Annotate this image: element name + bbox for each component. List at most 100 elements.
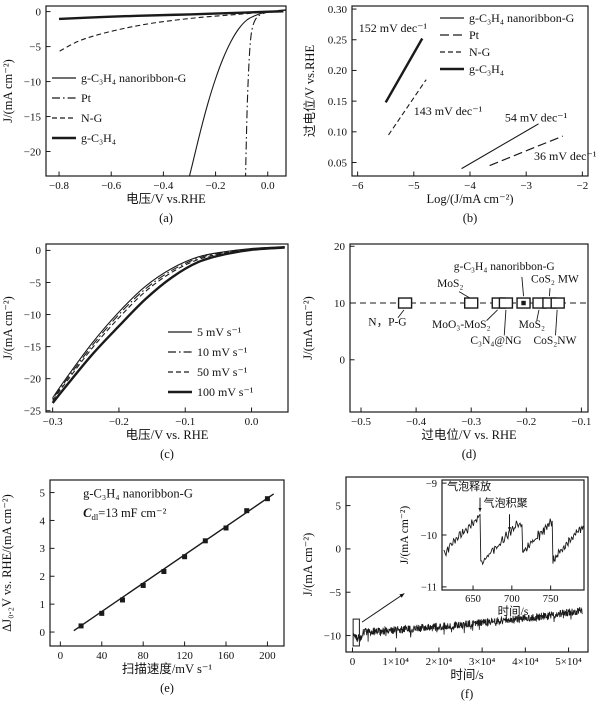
svg-text:CoS₂NW: CoS₂NW <box>533 335 576 347</box>
svg-text:0.25: 0.25 <box>328 35 348 47</box>
svg-text:Pt: Pt <box>81 91 92 105</box>
svg-text:1: 1 <box>40 599 46 611</box>
svg-text:MoO₃-MoS₂: MoO₃-MoS₂ <box>432 319 491 331</box>
svg-text:−0.1: −0.1 <box>175 416 195 428</box>
panel-d-chart: −0.5 −0.4 −0.3 −0.2 −0.1 0 10 20 过电位/V vs. RHE J/… <box>301 241 591 461</box>
svg-text:−20: −20 <box>24 373 42 385</box>
panel-e-chart: 0 40 80 120 160 200 0 1 2 3 4 5 扫描速度/mV s⁻¹ ΔJ₀.₂V vs… <box>0 479 285 695</box>
svg-text:−3: −3 <box>520 180 532 192</box>
panel-b-chart: −6 −5 −4 −3 −2 0.05 0.10 0.15 0.20 0.25 0.30 Log/(J… <box>302 4 597 225</box>
svg-text:10 mV s⁻¹: 10 mV s⁻¹ <box>197 345 248 359</box>
svg-text:−10: −10 <box>324 630 342 642</box>
svg-text:g-C₃H₄ nanoribbon-G: g-C₃H₄ nanoribbon-G <box>81 71 187 85</box>
svg-text:2: 2 <box>40 571 46 583</box>
svg-text:(c): (c) <box>160 447 174 461</box>
svg-text:20: 20 <box>334 241 346 253</box>
svg-text:扫描速度/mV s⁻¹: 扫描速度/mV s⁻¹ <box>122 661 213 676</box>
svg-text:ΔJ₀.₂V vs. RHE/(mA cm⁻²): ΔJ₀.₂V vs. RHE/(mA cm⁻²) <box>0 494 14 632</box>
svg-text:N-G: N-G <box>469 45 491 59</box>
svg-text:650: 650 <box>465 594 481 605</box>
svg-text:−0.1: −0.1 <box>571 416 591 428</box>
svg-text:Cdl=13 mF cm⁻²: Cdl=13 mF cm⁻² <box>83 506 166 522</box>
svg-text:时间/s: 时间/s <box>498 605 529 618</box>
svg-text:−15: −15 <box>24 341 42 353</box>
svg-text:−0.5: −0.5 <box>351 416 371 428</box>
svg-text:−0.2: −0.2 <box>206 180 226 192</box>
svg-text:0.15: 0.15 <box>328 96 348 108</box>
svg-text:g-C₃H₄ nanoribbon-G: g-C₃H₄ nanoribbon-G <box>469 11 575 25</box>
svg-text:10: 10 <box>334 298 346 310</box>
svg-text:50 mV s⁻¹: 50 mV s⁻¹ <box>197 365 248 379</box>
svg-text:−0.4: −0.4 <box>153 180 173 192</box>
svg-text:J/(mA cm⁻²): J/(mA cm⁻²) <box>399 506 411 565</box>
svg-text:0.10: 0.10 <box>328 127 348 139</box>
svg-text:200: 200 <box>259 650 276 662</box>
svg-text:−5: −5 <box>408 180 420 192</box>
svg-text:120: 120 <box>176 650 193 662</box>
panel-c: −0.3 −0.2 −0.1 0.0 0 −5 −10 −15 −20 −25 电压/V vs. R… <box>0 236 300 472</box>
svg-text:时间/s: 时间/s <box>450 668 483 682</box>
svg-text:−25: −25 <box>24 406 42 418</box>
svg-text:0: 0 <box>36 245 42 257</box>
svg-text:−10: −10 <box>421 531 437 542</box>
svg-text:g-C₃H₄: g-C₃H₄ <box>469 62 504 76</box>
svg-text:750: 750 <box>543 594 559 605</box>
svg-text:(e): (e) <box>160 681 174 695</box>
svg-text:J/(mA cm⁻²): J/(mA cm⁻²) <box>301 296 315 359</box>
svg-text:Pt: Pt <box>469 28 480 42</box>
svg-text:−0.6: −0.6 <box>101 180 121 192</box>
svg-text:4: 4 <box>40 515 46 527</box>
svg-text:N，P-G: N，P-G <box>368 317 406 329</box>
svg-text:MoS₂: MoS₂ <box>437 278 463 290</box>
panel-a: −0.8 −0.6 −0.4 −0.2 0.0 0 −5 −10 −15 −20 电压/V vs.R… <box>0 0 300 236</box>
svg-text:0.20: 0.20 <box>328 65 348 77</box>
svg-text:−5: −5 <box>29 41 41 53</box>
svg-text:气泡释放: 气泡释放 <box>447 479 491 493</box>
svg-text:0: 0 <box>58 650 64 662</box>
svg-text:5×10⁴: 5×10⁴ <box>555 656 582 668</box>
panel-b: −6 −5 −4 −3 −2 0.05 0.10 0.15 0.20 0.25 0.30 Log/(J… <box>300 0 600 236</box>
svg-text:0: 0 <box>350 656 356 668</box>
svg-text:−6: −6 <box>352 180 364 192</box>
svg-text:0: 0 <box>36 6 42 18</box>
svg-text:−0.3: −0.3 <box>461 416 481 428</box>
svg-text:0: 0 <box>336 544 342 556</box>
svg-text:0.0: 0.0 <box>245 416 259 428</box>
panel-e: 0 40 80 120 160 200 0 1 2 3 4 5 扫描速度/mV s⁻¹ ΔJ₀.₂V vs… <box>0 472 300 709</box>
svg-text:40: 40 <box>96 650 108 662</box>
svg-text:J/(mA cm⁻²): J/(mA cm⁻²) <box>1 296 15 359</box>
svg-text:160: 160 <box>218 650 235 662</box>
svg-text:−11: −11 <box>421 583 437 594</box>
svg-text:−5: −5 <box>29 277 41 289</box>
svg-text:过电位/V vs.RHE: 过电位/V vs.RHE <box>302 45 317 138</box>
svg-text:C₃N₄@NG: C₃N₄@NG <box>470 335 521 347</box>
panel-f: 0 1×10⁴ 2×10⁴ 3×10⁴ 4×10⁴ 5×10⁴ 5 0 −5 −10 时间/s J/(… <box>300 472 600 709</box>
svg-text:气泡积聚: 气泡积聚 <box>484 495 528 509</box>
svg-text:−0.3: −0.3 <box>43 416 63 428</box>
svg-text:700: 700 <box>504 594 520 605</box>
svg-text:−0.8: −0.8 <box>49 180 69 192</box>
svg-text:143 mV dec⁻¹: 143 mV dec⁻¹ <box>414 104 483 118</box>
svg-text:0.0: 0.0 <box>261 180 275 192</box>
svg-text:100 mV s⁻¹: 100 mV s⁻¹ <box>197 385 254 399</box>
svg-text:−0.2: −0.2 <box>516 416 536 428</box>
svg-text:5: 5 <box>40 487 46 499</box>
svg-text:(d): (d) <box>462 447 477 461</box>
svg-text:(f): (f) <box>461 687 474 701</box>
svg-text:0: 0 <box>340 355 346 367</box>
svg-text:(b): (b) <box>463 211 478 225</box>
svg-text:54 mV dec⁻¹: 54 mV dec⁻¹ <box>505 110 568 124</box>
svg-text:电压/V vs. RHE: 电压/V vs. RHE <box>126 428 209 442</box>
svg-text:0: 0 <box>40 627 46 639</box>
svg-text:(a): (a) <box>159 211 173 225</box>
svg-text:g-C₃H₄: g-C₃H₄ <box>81 131 116 145</box>
svg-text:1×10⁴: 1×10⁴ <box>382 656 409 668</box>
svg-text:过电位/V vs. RHE: 过电位/V vs. RHE <box>421 427 517 442</box>
svg-text:5 mV s⁻¹: 5 mV s⁻¹ <box>197 325 242 339</box>
svg-text:−15: −15 <box>24 111 42 123</box>
svg-text:−2: −2 <box>577 180 589 192</box>
svg-text:N-G: N-G <box>81 111 103 125</box>
svg-text:−5: −5 <box>329 587 341 599</box>
svg-text:0.05: 0.05 <box>328 157 348 169</box>
svg-text:J/(mA cm⁻²): J/(mA cm⁻²) <box>1 59 15 122</box>
